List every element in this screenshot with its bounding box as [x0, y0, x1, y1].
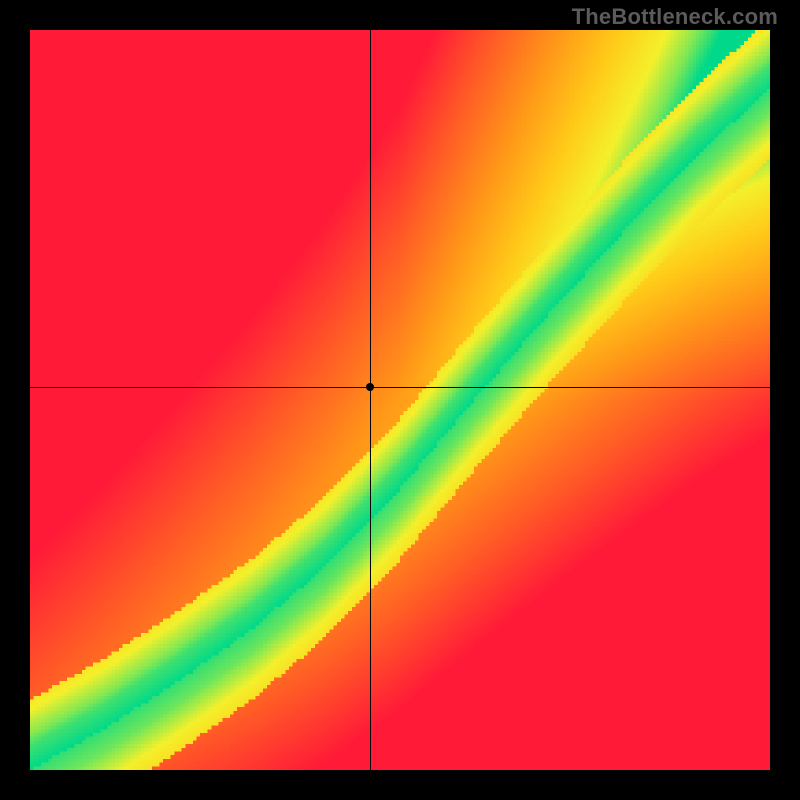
watermark-text: TheBottleneck.com	[572, 4, 778, 30]
chart-outer-frame: TheBottleneck.com	[0, 0, 800, 800]
bottleneck-heatmap-canvas	[30, 30, 770, 770]
selected-point-marker	[366, 383, 374, 391]
plot-area	[30, 30, 770, 770]
crosshair-horizontal-line	[30, 387, 770, 388]
crosshair-vertical-line	[370, 30, 371, 770]
